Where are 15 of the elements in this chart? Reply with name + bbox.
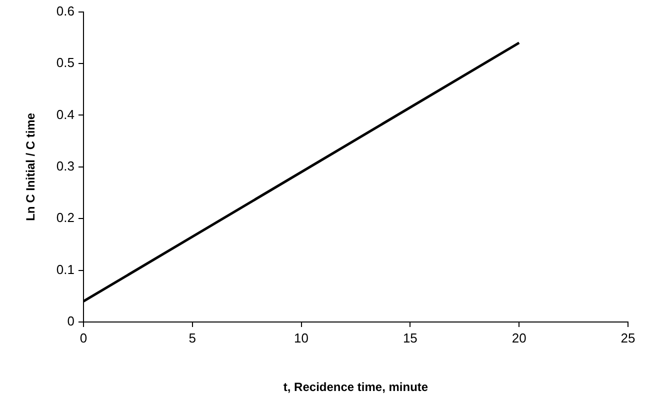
- y-tick-label: 0.6: [56, 3, 74, 18]
- x-tick-label: 10: [294, 330, 309, 346]
- x-tick-label: 25: [620, 330, 636, 346]
- x-axis-title: t, Recidence time, minute: [283, 380, 428, 394]
- x-tick-label: 0: [80, 330, 88, 346]
- y-tick-label: 0.5: [56, 55, 74, 70]
- x-tick-label: 5: [188, 330, 196, 346]
- y-tick-label: 0.4: [56, 106, 74, 122]
- y-tick-label: 0: [67, 314, 74, 329]
- y-tick-label: 0.3: [56, 158, 74, 174]
- y-tick-label: 0.2: [56, 210, 74, 226]
- x-tick-label: 15: [402, 330, 418, 346]
- y-axis-title: Ln C Initial / C time: [24, 112, 38, 221]
- x-tick-label: 20: [512, 330, 526, 346]
- y-tick-label: 0.1: [56, 262, 74, 277]
